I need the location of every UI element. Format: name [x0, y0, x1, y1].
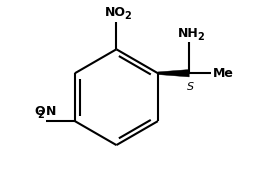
Text: O: O [34, 105, 45, 118]
Polygon shape [158, 70, 189, 77]
Text: 2: 2 [37, 110, 43, 120]
Text: NO: NO [105, 6, 126, 19]
Text: S: S [186, 82, 194, 91]
Text: NH: NH [178, 27, 199, 40]
Text: N: N [46, 105, 57, 118]
Text: Me: Me [213, 67, 234, 80]
Text: 2: 2 [125, 11, 131, 21]
Text: 2: 2 [197, 32, 204, 42]
